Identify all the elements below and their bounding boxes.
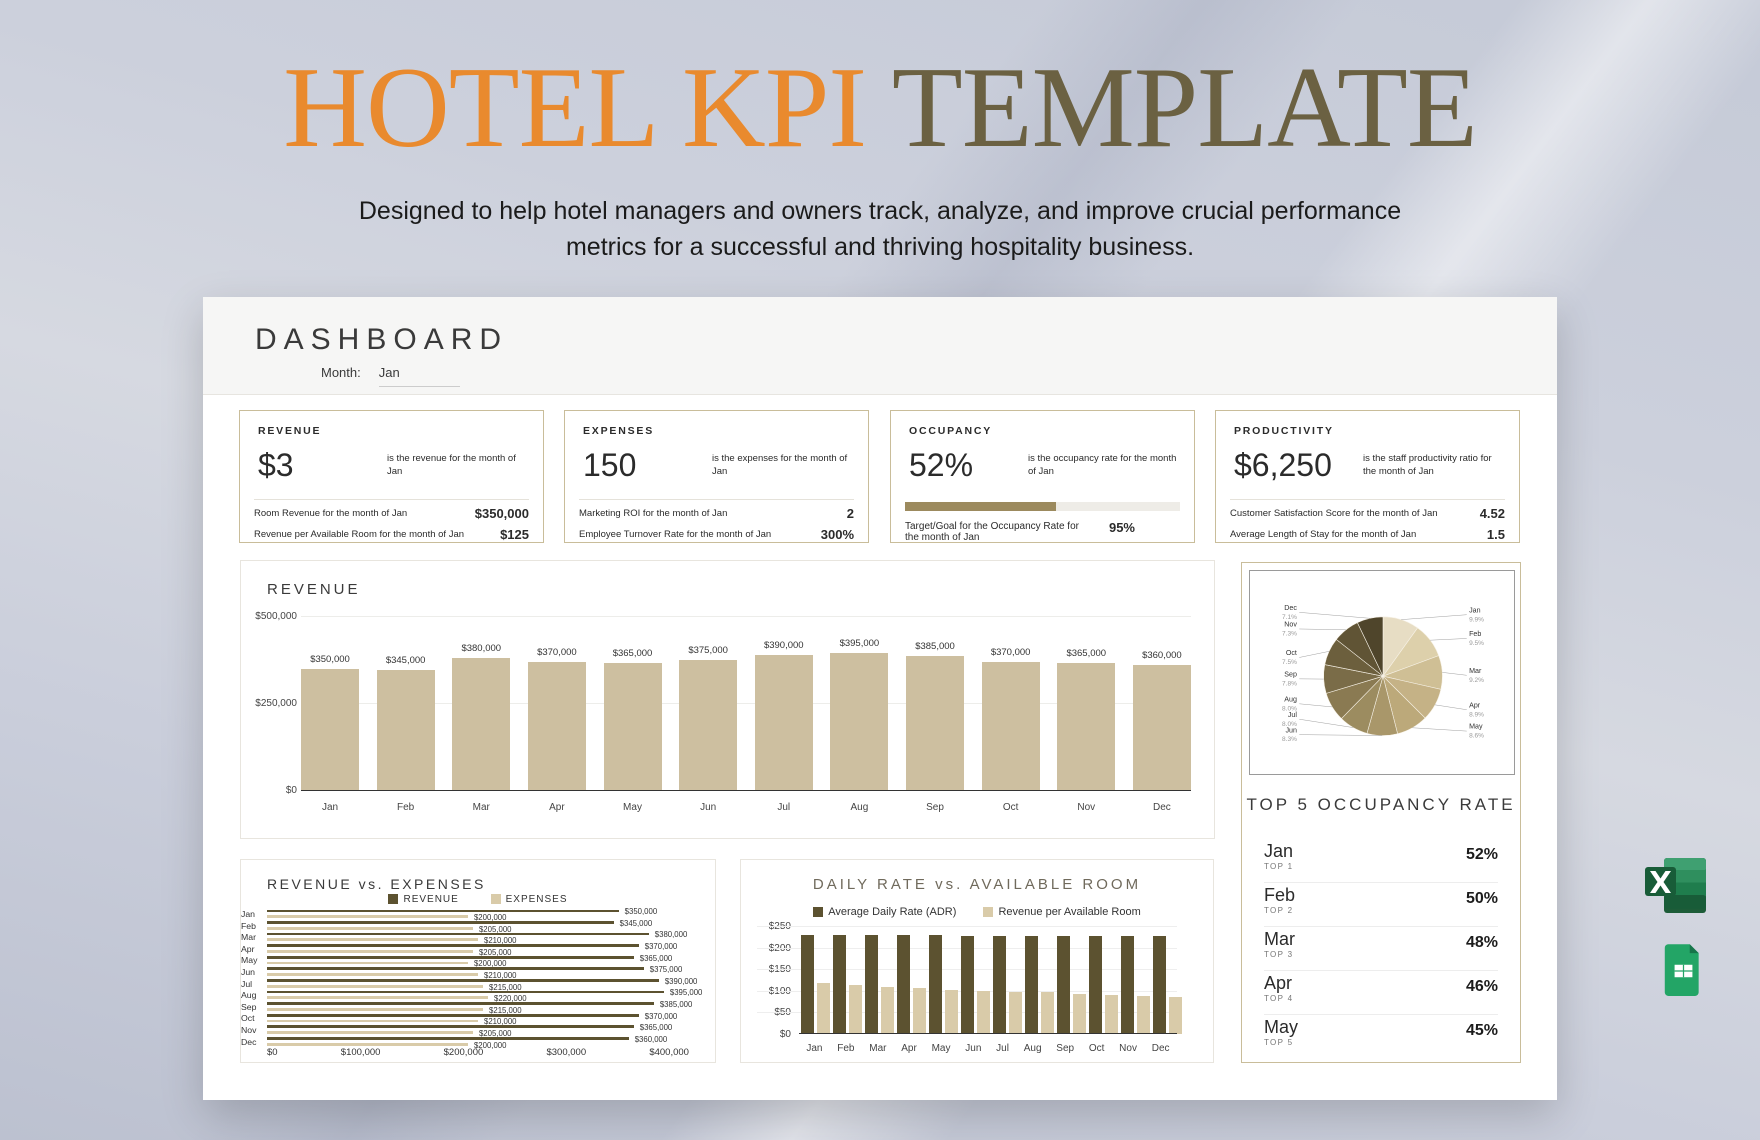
- svg-text:7.5%: 7.5%: [1282, 659, 1297, 666]
- svg-text:Feb: Feb: [1469, 630, 1481, 638]
- svg-text:Jul: Jul: [1288, 711, 1298, 719]
- svg-text:Jan: Jan: [1469, 606, 1481, 614]
- svg-text:9.5%: 9.5%: [1469, 640, 1484, 647]
- svg-text:7.1%: 7.1%: [1282, 614, 1297, 621]
- svg-text:Nov: Nov: [1284, 621, 1297, 629]
- svg-text:Apr: Apr: [1469, 701, 1481, 709]
- svg-text:9.9%: 9.9%: [1469, 616, 1484, 623]
- svg-text:8.6%: 8.6%: [1469, 733, 1484, 740]
- svg-text:Mar: Mar: [1469, 667, 1482, 675]
- svg-text:Aug: Aug: [1284, 695, 1297, 703]
- svg-text:May: May: [1469, 723, 1483, 731]
- svg-text:9.2%: 9.2%: [1469, 677, 1484, 684]
- svg-text:Sep: Sep: [1284, 670, 1297, 678]
- svg-text:Jun: Jun: [1285, 726, 1297, 734]
- svg-text:Oct: Oct: [1286, 649, 1297, 657]
- svg-text:7.8%: 7.8%: [1282, 680, 1297, 687]
- svg-text:8.3%: 8.3%: [1282, 736, 1297, 743]
- svg-text:7.3%: 7.3%: [1282, 631, 1297, 638]
- svg-text:8.9%: 8.9%: [1469, 711, 1484, 718]
- svg-text:Dec: Dec: [1284, 604, 1297, 612]
